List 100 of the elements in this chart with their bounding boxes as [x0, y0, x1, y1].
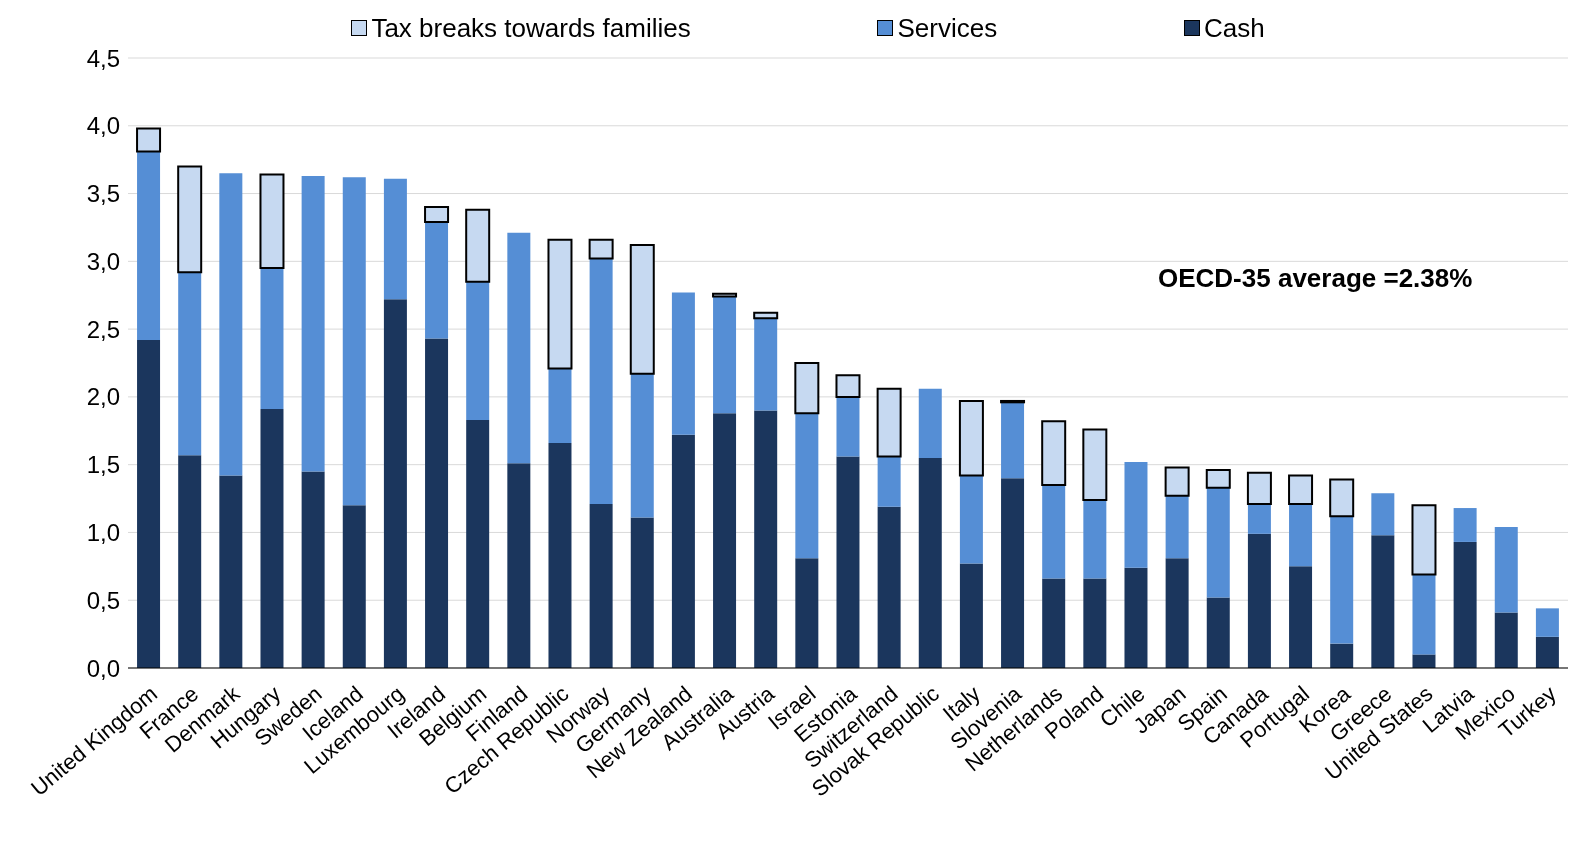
bar [1411, 504, 1437, 576]
bar [1082, 428, 1108, 501]
bar [877, 506, 901, 668]
bar [1494, 612, 1518, 668]
bar [589, 503, 613, 668]
bar [425, 338, 449, 668]
bar [836, 456, 860, 668]
y-tick-label: 1,5 [86, 451, 120, 479]
y-tick-label: 0,5 [86, 586, 120, 614]
bar [1535, 608, 1559, 637]
bar [1371, 535, 1395, 668]
bar [1042, 485, 1066, 579]
bar [425, 222, 449, 339]
bar [1329, 478, 1355, 518]
bar [671, 292, 695, 435]
bar [754, 410, 778, 668]
bar [1164, 466, 1190, 497]
bar [137, 339, 161, 668]
bar [918, 457, 942, 668]
bar [548, 368, 572, 443]
bar [465, 208, 491, 283]
bar [753, 311, 779, 320]
bar [959, 563, 983, 668]
bar [1330, 643, 1354, 668]
bar [1124, 461, 1148, 568]
legend-label: Cash [1203, 12, 1265, 44]
bar [1247, 503, 1271, 534]
bar [466, 281, 490, 420]
y-tick-label: 0,0 [86, 654, 120, 682]
bar [1083, 499, 1107, 579]
y-tick-label: 1,0 [86, 518, 120, 546]
bar [630, 517, 654, 668]
bar [136, 127, 162, 153]
legend-label: Services [897, 12, 998, 44]
bar [137, 151, 161, 340]
bar [1041, 420, 1067, 486]
bar [630, 373, 654, 518]
bar [1205, 469, 1231, 489]
bar [835, 374, 861, 398]
bar [589, 258, 613, 504]
bar [342, 505, 366, 668]
bar [507, 232, 531, 464]
bar [383, 178, 407, 300]
bar [1535, 636, 1559, 668]
bar [1330, 516, 1354, 644]
bar [1453, 541, 1477, 668]
bar [1206, 487, 1230, 598]
bar [713, 296, 737, 414]
bar [1289, 503, 1313, 567]
legend-label: Tax breaks towards families [371, 12, 691, 44]
bar [301, 175, 325, 472]
bar [1083, 578, 1107, 668]
bar [1453, 508, 1477, 542]
bar [1412, 574, 1436, 655]
bar [918, 388, 942, 458]
bar [178, 455, 202, 668]
bar [958, 399, 984, 477]
annotation: OECD-35 average =2.38% [1158, 263, 1473, 294]
bar [959, 475, 983, 564]
bar [1412, 654, 1436, 668]
y-tick-label: 2,0 [86, 383, 120, 411]
bar [1289, 566, 1313, 668]
y-tick-label: 4,0 [86, 112, 120, 140]
bar [671, 434, 695, 668]
bar [178, 272, 202, 456]
bar [547, 238, 573, 370]
bar [1124, 567, 1148, 668]
y-tick-label: 4,5 [86, 44, 120, 72]
bar [836, 396, 860, 457]
bar [795, 558, 819, 668]
bar [301, 471, 325, 668]
bar [1042, 578, 1066, 668]
bar [177, 165, 203, 274]
bar [260, 409, 284, 668]
bar [466, 419, 490, 668]
bar [383, 299, 407, 668]
bar [795, 413, 819, 559]
bar [876, 387, 902, 458]
bar [219, 173, 243, 476]
bar [260, 268, 284, 410]
y-tick-label: 3,5 [86, 180, 120, 208]
bar [588, 238, 614, 260]
bar [548, 442, 572, 668]
bar [629, 244, 655, 375]
bar [1001, 478, 1025, 668]
bar [342, 177, 366, 506]
bar [794, 362, 820, 415]
y-tick-label: 3,0 [86, 247, 120, 275]
y-tick-label: 2,5 [86, 315, 120, 343]
bar [1206, 597, 1230, 668]
bar [877, 456, 901, 507]
bar [507, 463, 531, 668]
bar [712, 292, 738, 298]
bar [1494, 527, 1518, 613]
bar [1246, 471, 1272, 505]
bar [1165, 558, 1189, 668]
bar [259, 173, 285, 270]
bar [424, 206, 450, 224]
bar [1165, 495, 1189, 559]
bar [754, 318, 778, 411]
